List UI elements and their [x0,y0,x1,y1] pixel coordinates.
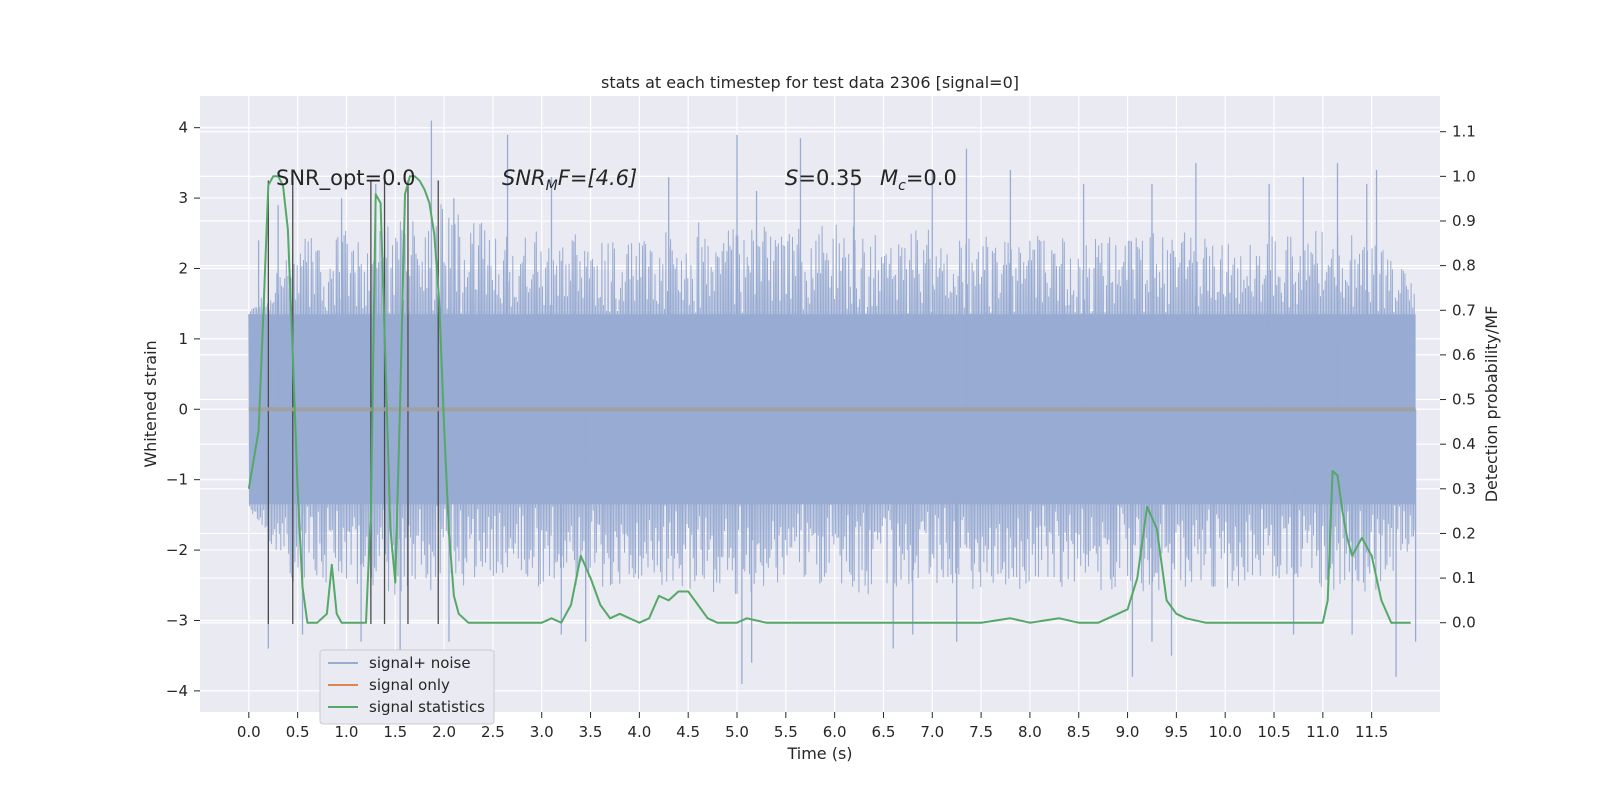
y-right-tick-label: 0.8 [1452,257,1476,275]
series-signal-statistics [247,175,1411,624]
x-tick-label: 0.0 [237,723,261,741]
y-right-tick-label: 0.3 [1452,480,1476,498]
s-rest: =0.35 [798,166,862,190]
x-tick-label: 11.0 [1306,723,1339,741]
y-left-tick-label: 3 [178,189,188,207]
chart-title: stats at each timestep for test data 230… [601,73,1019,92]
x-tick-label: 1.0 [335,723,359,741]
y-right-tick-label: 0.1 [1452,569,1476,587]
x-tick-label: 4.5 [676,723,700,741]
x-tick-label: 6.5 [872,723,896,741]
x-tick-label: 4.0 [627,723,651,741]
y-right-tick-label: 0.9 [1452,212,1476,230]
x-tick-label: 3.5 [579,723,603,741]
signal-statistics-line [247,175,1411,624]
x-tick-label: 11.5 [1355,723,1388,741]
y-left-tick-label: 4 [178,119,188,137]
y-right-tick-label: 0.2 [1452,524,1476,542]
snr-opt-annotation: SNR_opt=0.0 [276,166,416,191]
y-axis-left-ticks: −4 −3 −2 −1 0 1 2 3 4 [166,119,200,700]
legend-label-signal-only: signal only [369,676,450,694]
y-axis-left-label: Whitened strain [141,340,160,467]
mc-rest: =0.0 [906,166,957,190]
y-left-tick-label: −4 [166,682,188,700]
x-tick-label: 2.0 [432,723,456,741]
legend-box [319,649,495,725]
x-axis-ticks: 0.0 0.5 1.0 1.5 2.0 2.5 3.0 3.5 4.0 4.5 5.0 5.5 6.0 6… [237,712,1388,741]
mc-sub: c [898,178,906,194]
snr-mf-annotation: SNRMF=[4.6] [502,166,637,194]
y-right-tick-label: 1.1 [1452,123,1476,141]
x-tick-label: 8.0 [1018,723,1042,741]
y-right-tick-label: 1.0 [1452,167,1476,185]
snr-mf-rest: F=[4.6] [558,166,637,190]
y-right-tick-label: 0.0 [1452,614,1476,632]
x-tick-label: 6.0 [823,723,847,741]
x-tick-label: 10.0 [1208,723,1241,741]
y-left-tick-label: −2 [166,541,188,559]
y-left-tick-label: −3 [166,611,188,629]
y-left-tick-label: 1 [178,330,188,348]
x-tick-label: 2.5 [481,723,505,741]
y-axis-right-label: Detection probability/MF [1482,306,1501,503]
y-right-tick-label: 0.4 [1452,435,1476,453]
mc-name: M [880,166,898,190]
s-annotation: S=0.35 [785,166,863,190]
x-tick-label: 7.5 [969,723,993,741]
legend-label-signal-statistics: signal statistics [369,698,485,716]
s-name: S [785,166,798,190]
x-tick-label: 7.0 [920,723,944,741]
y-right-tick-label: 0.6 [1452,346,1476,364]
y-right-tick-label: 0.5 [1452,391,1476,409]
y-left-tick-label: −1 [166,471,188,489]
noise-trace [248,204,1416,595]
y-left-tick-label: 0 [178,400,188,418]
snr-mf-name: SNR [502,166,546,190]
vertical-markers [267,180,439,624]
x-tick-label: 10.5 [1257,723,1290,741]
y-left-tick-label: 2 [178,259,188,277]
x-tick-label: 9.5 [1164,723,1188,741]
x-tick-label: 0.5 [286,723,310,741]
y-axis-right-ticks: 0.0 0.1 0.2 0.3 0.4 0.5 0.6 0.7 0.8 0.9 1.0 1.1 [1440,123,1476,632]
legend: signal+ noise signal only signal statist… [319,649,495,725]
mc-annotation: Mc=0.0 [880,166,957,194]
x-tick-label: 8.5 [1067,723,1091,741]
snr-mf-sub: M [546,178,558,194]
x-tick-label: 5.0 [725,723,749,741]
x-tick-label: 9.0 [1116,723,1140,741]
x-tick-label: 1.5 [383,723,407,741]
legend-label-signal-noise: signal+ noise [369,654,471,672]
x-tick-label: 5.5 [774,723,798,741]
x-tick-label: 3.0 [530,723,554,741]
y-right-tick-label: 0.7 [1452,301,1476,319]
x-axis-label: Time (s) [786,744,852,763]
